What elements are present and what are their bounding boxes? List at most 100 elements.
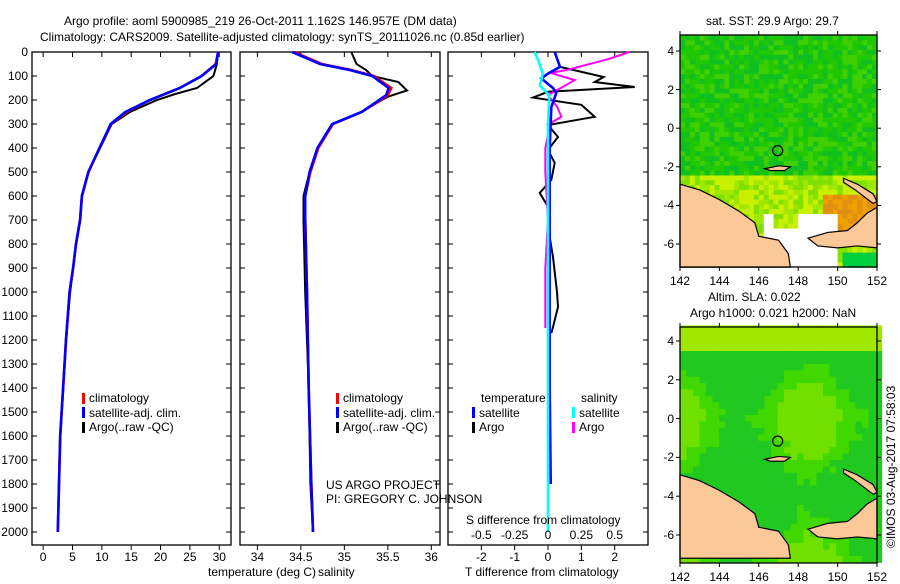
x-tick-label: -1 [509, 550, 520, 564]
map-cell [867, 35, 873, 41]
map-cell [803, 35, 809, 41]
map-cell [758, 64, 765, 70]
map-cell [773, 209, 780, 215]
map-cell [729, 141, 735, 148]
map-cell [704, 117, 711, 124]
map-cell [684, 170, 691, 177]
map-cell [714, 40, 720, 46]
map-cell [857, 74, 863, 80]
map-cell [849, 408, 857, 416]
map-cell [816, 555, 824, 563]
map-cell [875, 485, 883, 493]
map-cell [694, 83, 701, 90]
map-cell [680, 180, 686, 186]
map-cell [724, 112, 730, 119]
map-cell [771, 447, 779, 455]
map-cell [793, 122, 799, 128]
map-cell [709, 64, 716, 70]
map-cell [771, 389, 779, 397]
map-cell [744, 151, 750, 157]
map-cell [808, 189, 814, 196]
map-cell [812, 161, 819, 167]
map-cell [693, 331, 701, 339]
map-cell [837, 146, 844, 152]
map-cell [790, 395, 798, 403]
map-cell [793, 45, 799, 51]
map-cell [778, 146, 785, 152]
map-cell [734, 59, 740, 66]
map-cell [745, 472, 753, 480]
map-cell [704, 98, 711, 104]
map-cell [777, 447, 785, 455]
map-cell [751, 434, 759, 442]
map-cell [783, 151, 789, 157]
map-cell [798, 252, 804, 259]
map-cell [739, 88, 745, 95]
map-cell [709, 103, 716, 109]
map-cell [855, 408, 863, 416]
map-cell [810, 389, 818, 397]
map-cell [753, 112, 760, 119]
map-cell [812, 185, 819, 191]
map-cell [689, 122, 696, 128]
map-cell [812, 40, 819, 46]
map-cell [798, 98, 804, 104]
map-cell [758, 472, 766, 480]
map-cell [849, 434, 857, 442]
map-cell [842, 189, 849, 196]
map-cell [822, 252, 829, 259]
map-cell [706, 344, 714, 352]
plot-frame-temperature [31, 51, 232, 546]
map-cell [680, 376, 688, 384]
map-cell [680, 415, 688, 423]
map-cell [706, 357, 714, 365]
s-diff-tick-label: -0.25 [500, 528, 529, 542]
map-cell [729, 117, 735, 124]
map-cell [790, 402, 798, 410]
map-cell [758, 376, 766, 384]
map-cell [797, 376, 805, 384]
map-cell [793, 218, 799, 225]
map-cell [778, 180, 785, 186]
map-cell [852, 103, 858, 109]
map-cell [719, 59, 725, 66]
map-cell [719, 389, 727, 397]
map-cell [867, 50, 873, 56]
map-cell [763, 141, 770, 148]
map-cell [837, 64, 844, 70]
map-cell [714, 78, 720, 85]
map-cell [862, 127, 868, 133]
map-cell [748, 78, 755, 85]
map-cell [709, 156, 716, 162]
map-cell [758, 156, 765, 162]
map-cell [803, 59, 809, 66]
map-cell [686, 453, 694, 461]
map-cell [714, 98, 720, 104]
map-cell [827, 247, 834, 254]
map-cell [719, 357, 727, 365]
map-cell [734, 74, 740, 80]
map-cell [832, 252, 839, 259]
map-cell [699, 151, 706, 157]
map-cell [768, 132, 775, 138]
map-cell [751, 421, 759, 429]
map-cell [745, 395, 753, 403]
map-cell [758, 74, 765, 80]
map-cell [771, 466, 779, 474]
map-cell [812, 214, 819, 220]
map-cell [706, 408, 714, 416]
map-cell [788, 156, 794, 162]
map-cell [852, 156, 858, 162]
map-cell [852, 204, 858, 210]
map-cell [764, 421, 772, 429]
map-cell [694, 156, 701, 162]
map-cell [753, 141, 760, 148]
map-cell [862, 35, 868, 41]
map-cell [836, 376, 844, 384]
map-cell [753, 74, 760, 80]
map-cell [734, 45, 740, 51]
map-cell [732, 491, 740, 499]
map-cell [714, 151, 720, 157]
map-cell [803, 498, 811, 506]
map-cell [783, 194, 789, 201]
